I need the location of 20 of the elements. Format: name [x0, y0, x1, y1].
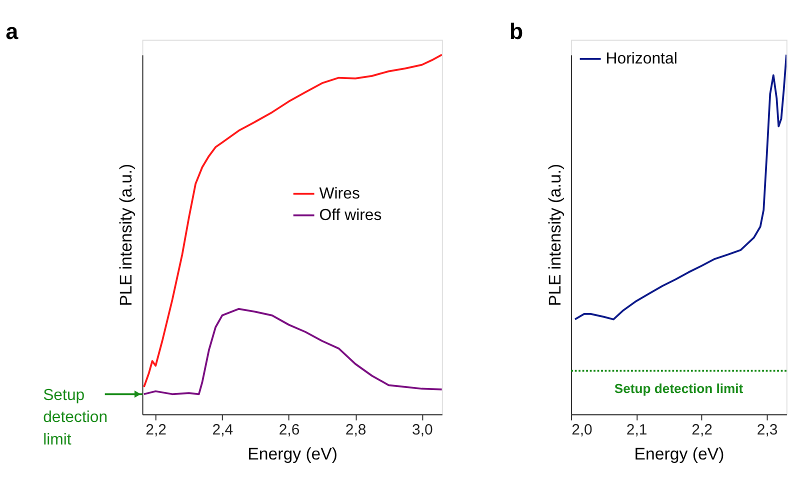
x-tick-label: 2,3 [756, 421, 778, 438]
legend-label: Horizontal [606, 50, 678, 68]
chart-title: a [6, 18, 19, 44]
legend-label: Wires [319, 185, 360, 202]
annotation: Setup detection limit [43, 386, 108, 449]
x-axis-title: Energy (eV) [634, 444, 724, 464]
chart-title: b [509, 18, 524, 44]
x-tick-label: 2,0 [572, 421, 592, 438]
ref-line-label: Setup detection limit [614, 381, 744, 396]
x-tick-label: 2,6 [278, 421, 300, 438]
x-tick-label: 2,8 [345, 421, 366, 438]
y-axis-title: PLE intensity (a.u.) [116, 164, 136, 306]
x-tick-label: 2,4 [212, 421, 234, 438]
x-tick-label: 2,2 [692, 421, 712, 438]
x-axis-title: Energy (eV) [248, 444, 338, 464]
y-axis-title: PLE intensity (a.u.) [545, 164, 564, 306]
x-tick-label: 2,2 [146, 421, 166, 438]
legend-label: Off wires [319, 207, 382, 224]
x-tick-label: 2,1 [626, 421, 648, 438]
x-tick-label: 3,0 [412, 421, 433, 438]
